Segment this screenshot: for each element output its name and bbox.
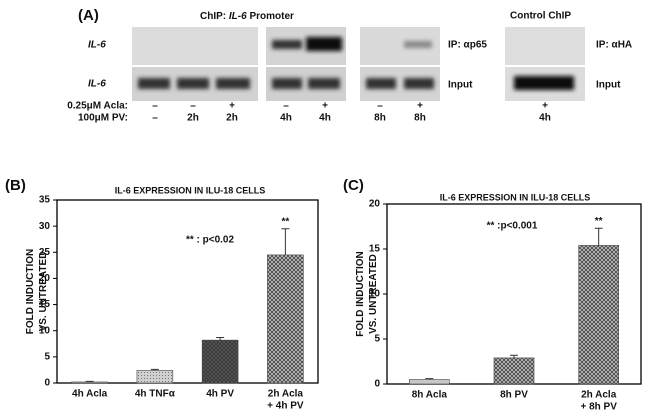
row-label: IL-6 [88, 40, 106, 51]
x-tick-label: + 8h PV [580, 402, 617, 413]
x-tick-label: 4h PV [206, 389, 234, 400]
y-tick-label: 5 [44, 351, 50, 362]
significance: ** [281, 216, 289, 227]
bar [493, 357, 535, 385]
y-tick-label: 15 [369, 244, 381, 255]
bar [267, 254, 304, 384]
x-tick-label: 2h Acla [581, 390, 617, 401]
bar [201, 339, 239, 384]
plot-frame [56, 199, 319, 384]
y-axis-label: FOLD INDUCTION VS. UNTREATED [25, 249, 49, 335]
y-axis-label: FOLD INDUCTION VS. UNTREATED [355, 251, 379, 337]
lane-label: 8h [414, 113, 426, 124]
input-label: Input [596, 80, 621, 91]
panel-label: (A) [78, 7, 99, 24]
x-tick-label: 8h Acla [412, 390, 448, 401]
y-axis-label-line: FOLD INDUCTION [25, 249, 36, 335]
row-label: 100μM PV: [78, 113, 128, 124]
chart-title: IL-6 EXPRESSION IN ILU-18 CELLS [440, 192, 591, 202]
bar [136, 370, 174, 384]
annotation: ** :p<0.001 [487, 221, 538, 232]
lane-label: 4h [539, 113, 551, 124]
ip-label: IP: αHA [596, 40, 632, 51]
control-title: Control ChIP [510, 11, 571, 22]
bar [578, 245, 619, 385]
y-tick-label: 25 [39, 247, 51, 258]
bar [71, 381, 108, 384]
lane-label: + [417, 101, 423, 112]
lane-label: – [152, 113, 158, 124]
y-tick-label: 10 [369, 289, 381, 300]
error-bar [85, 380, 94, 382]
x-tick-label: 8h PV [500, 390, 528, 401]
error-bar [510, 354, 518, 358]
ip-label: IP: αp65 [448, 40, 487, 51]
panel-a: (A) ChIP: IL-6 Promoter Control ChIP IL-… [67, 7, 632, 124]
y-axis-label-line: FOLD INDUCTION [355, 251, 366, 337]
x-tick-label: + 4h PV [267, 401, 304, 412]
significance: ** [595, 216, 603, 227]
x-tick-label: 4h Acla [72, 389, 108, 400]
error-bar [216, 337, 225, 341]
lane-label: – [377, 101, 383, 112]
gels [132, 27, 585, 101]
error-bar [281, 228, 290, 255]
lane-label: + [322, 101, 328, 112]
y-tick-label: 20 [39, 273, 51, 284]
chip-title: ChIP: IL-6 Promoter [200, 11, 294, 22]
lane-label: 2h [226, 113, 238, 124]
y-tick-label: 0 [44, 378, 50, 389]
row-label: IL-6 [88, 79, 106, 90]
y-axis-label-line: VS. UNTREATED [38, 252, 49, 332]
panel-label: (C) [343, 177, 364, 194]
lane-label: 4h [280, 113, 292, 124]
x-tick-label: 2h Acla [268, 389, 304, 400]
lane-label: 4h [319, 113, 331, 124]
y-tick-label: 10 [39, 325, 51, 336]
lane-label: 8h [374, 113, 386, 124]
bar [409, 379, 450, 385]
lane-label: – [152, 101, 158, 112]
row-label: 0.25μM Acla: [67, 101, 128, 112]
annotation: ** : p<0.02 [186, 235, 235, 246]
error-bar [150, 368, 159, 371]
lane-label: + [542, 101, 548, 112]
y-tick-label: 15 [39, 299, 51, 310]
lane-label: – [190, 101, 196, 112]
y-tick-label: 35 [39, 195, 51, 206]
x-tick-label: 4h TNFα [135, 389, 176, 400]
lane-label: 2h [187, 113, 199, 124]
lane-label: + [229, 101, 235, 112]
input-label: Input [448, 80, 473, 91]
y-tick-label: 30 [39, 221, 51, 232]
chart-title: IL-6 EXPRESSION IN ILU-18 CELLS [115, 185, 266, 195]
panel-label: (B) [5, 177, 26, 194]
y-tick-label: 5 [374, 334, 380, 345]
error-bar [425, 378, 434, 380]
y-axis-label-line: VS. UNTREATED [368, 254, 379, 334]
error-bar [594, 227, 603, 246]
y-tick-label: 20 [369, 199, 381, 210]
lane-labels: –––2h+2h–4h+4h–8h+8h+4h [152, 101, 551, 124]
lane-label: – [283, 101, 289, 112]
y-tick-label: 0 [374, 379, 380, 390]
